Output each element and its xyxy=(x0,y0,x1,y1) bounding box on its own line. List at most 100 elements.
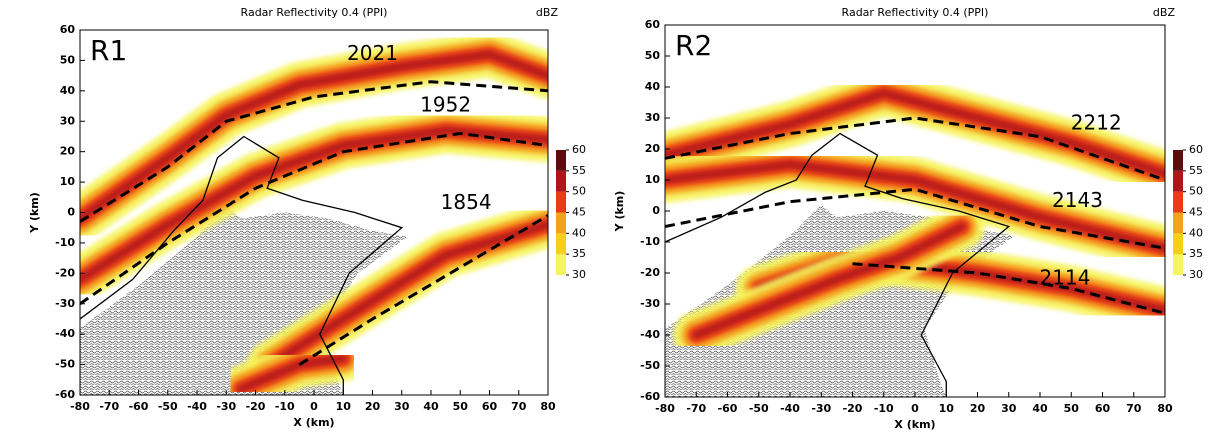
reflectivity-field xyxy=(665,70,1165,397)
x-tick-label: 70 xyxy=(511,400,527,413)
x-tick-label: -80 xyxy=(70,400,90,413)
coastline xyxy=(80,135,404,395)
echo-band xyxy=(665,89,1165,178)
echo-band xyxy=(665,160,1165,253)
unit-label: dBZ xyxy=(1153,6,1176,19)
panel: 2021 1952 1854 R1 Radar Reflectivity 0.4 (PP… xyxy=(28,6,586,429)
x-tick-label: -40 xyxy=(780,402,800,415)
x-axis-label: X (km) xyxy=(894,418,935,431)
colorbar-tick-label: 50 xyxy=(572,185,586,198)
x-tick-label: 60 xyxy=(1095,402,1111,415)
colorbar-tick-label: 55 xyxy=(1189,164,1203,177)
x-tick-label: -20 xyxy=(843,402,863,415)
front-line xyxy=(80,131,548,306)
y-tick-label: 10 xyxy=(645,173,661,186)
colorbar-band xyxy=(1173,254,1183,275)
colorbar-tick-label: 45 xyxy=(1189,206,1203,219)
x-tick-label: -20 xyxy=(246,400,266,413)
front-label: 2143 xyxy=(1052,188,1103,212)
y-tick-label: 20 xyxy=(645,142,661,155)
y-tick-label: 0 xyxy=(67,206,75,219)
y-axis-label: Y (km) xyxy=(613,191,626,233)
y-tick-label: 30 xyxy=(645,111,661,124)
front-line xyxy=(665,187,1165,250)
y-tick-label: 40 xyxy=(645,80,661,93)
y-tick-label: 0 xyxy=(652,204,660,217)
x-tick-label: -80 xyxy=(655,402,675,415)
x-tick-label: -40 xyxy=(187,400,207,413)
y-tick-label: -60 xyxy=(55,388,75,401)
y-tick-label: 40 xyxy=(60,84,76,97)
x-tick-label: -70 xyxy=(99,400,119,413)
colorbar-band xyxy=(1173,170,1183,192)
reflectivity-field xyxy=(80,31,548,395)
x-tick-label: 50 xyxy=(1064,402,1080,415)
colorbar-tick-label: 35 xyxy=(1189,247,1203,260)
panel-label: R2 xyxy=(675,29,712,62)
y-tick-label: -20 xyxy=(640,266,660,279)
y-tick-label: 10 xyxy=(60,175,76,188)
x-tick-label: -70 xyxy=(686,402,706,415)
x-tick-label: 0 xyxy=(310,400,318,413)
colorbar-tick-label: 40 xyxy=(1189,226,1203,239)
front-label: 2021 xyxy=(347,41,398,65)
colorbar-band xyxy=(1173,191,1183,213)
colorbar-band xyxy=(556,212,566,234)
y-tick-label: 60 xyxy=(60,23,76,36)
y-axis-label: Y (km) xyxy=(28,192,41,234)
x-tick-label: 0 xyxy=(911,402,919,415)
y-tick-label: -50 xyxy=(55,358,75,371)
colorbar-tick-label: 45 xyxy=(572,206,586,219)
echo-band xyxy=(266,220,548,369)
x-tick-label: 70 xyxy=(1126,402,1142,415)
x-tick-label: 30 xyxy=(394,400,410,413)
front-label: 1952 xyxy=(420,93,471,117)
colorbar-band xyxy=(556,150,566,171)
x-tick-label: 40 xyxy=(1032,402,1048,415)
x-tick-label: 30 xyxy=(1001,402,1017,415)
x-tick-label: -10 xyxy=(874,402,894,415)
echo-band xyxy=(80,50,548,223)
y-tick-label: 60 xyxy=(645,18,661,31)
y-tick-label: 50 xyxy=(645,49,661,62)
colorbar-tick-label: 60 xyxy=(1189,143,1203,156)
x-tick-label: 20 xyxy=(970,402,986,415)
y-tick-label: 30 xyxy=(60,114,76,127)
front-label: 2114 xyxy=(1040,266,1091,290)
front-line xyxy=(665,116,1165,182)
x-tick-label: -10 xyxy=(275,400,295,413)
colorbar-tick-label: 60 xyxy=(572,143,586,156)
y-tick-label: -30 xyxy=(55,297,75,310)
unit-label: dBZ xyxy=(536,6,559,19)
colorbar-band xyxy=(1173,212,1183,234)
colorbar-band xyxy=(556,191,566,213)
y-tick-label: -40 xyxy=(640,328,660,341)
y-tick-label: -20 xyxy=(55,266,75,279)
y-tick-label: 20 xyxy=(60,145,76,158)
x-tick-label: 80 xyxy=(540,400,556,413)
y-tick-label: 50 xyxy=(60,53,76,66)
x-tick-label: -50 xyxy=(749,402,769,415)
echo-band xyxy=(692,222,966,339)
panel-label: R1 xyxy=(90,34,127,67)
chart-title: Radar Reflectivity 0.4 (PPI) xyxy=(842,6,989,19)
x-tick-label: 50 xyxy=(453,400,469,413)
x-tick-label: -60 xyxy=(718,402,738,415)
chart-title: Radar Reflectivity 0.4 (PPI) xyxy=(241,6,388,19)
colorbar-band xyxy=(556,170,566,192)
colorbar-tick-label: 30 xyxy=(1189,268,1203,281)
colorbar-tick-label: 50 xyxy=(1189,185,1203,198)
x-tick-label: -50 xyxy=(158,400,178,413)
x-axis-label: X (km) xyxy=(293,416,334,429)
y-tick-label: -50 xyxy=(640,359,660,372)
x-tick-label: -30 xyxy=(811,402,831,415)
x-tick-label: 10 xyxy=(939,402,955,415)
y-tick-label: -10 xyxy=(640,235,660,248)
x-tick-label: -60 xyxy=(129,400,149,413)
colorbar-band xyxy=(1173,150,1183,171)
coastline xyxy=(665,132,1011,397)
front-label: 1854 xyxy=(441,190,492,214)
x-tick-label: -30 xyxy=(216,400,236,413)
colorbar-band xyxy=(1173,233,1183,255)
colorbar-band xyxy=(556,233,566,255)
